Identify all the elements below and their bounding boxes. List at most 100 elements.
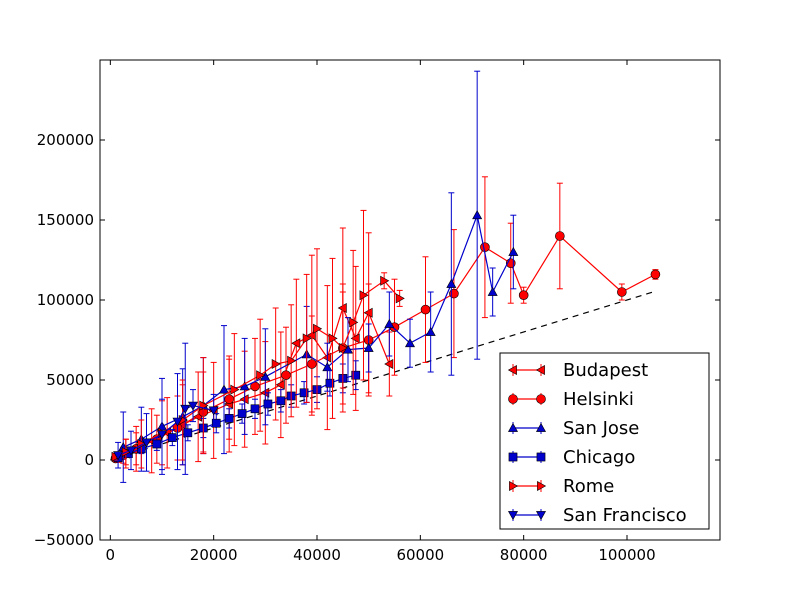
legend-label: San Francisco	[563, 505, 687, 526]
data-point	[172, 417, 183, 427]
data-point	[263, 399, 273, 409]
legend-marker	[536, 394, 546, 404]
data-point	[211, 418, 221, 428]
legend-label: Helsinki	[563, 389, 634, 410]
data-point	[617, 287, 627, 297]
data-point	[287, 355, 297, 366]
data-point	[224, 394, 234, 405]
data-point	[384, 318, 395, 328]
data-point	[307, 359, 317, 369]
data-point	[650, 269, 661, 280]
data-point	[487, 286, 498, 296]
data-point	[208, 406, 219, 416]
legend-label: Budapest	[563, 360, 648, 381]
data-point	[187, 401, 199, 411]
legend-marker	[536, 452, 546, 462]
data-point	[380, 275, 390, 286]
data-point	[359, 290, 369, 301]
x-tick-label: 0	[106, 546, 116, 564]
y-tick-label: 100000	[37, 291, 94, 309]
data-point	[472, 210, 483, 220]
data-point	[218, 384, 230, 394]
data-point	[328, 333, 338, 344]
data-point	[239, 381, 250, 391]
legend-item-helsinki: Helsinki	[508, 389, 634, 410]
data-point	[271, 358, 281, 370]
data-point	[152, 439, 162, 449]
legend-marker	[509, 480, 519, 492]
legend-item-rome: Rome	[509, 476, 614, 497]
data-point	[338, 342, 348, 354]
data-point	[446, 278, 457, 288]
legend-item-chicago: Chicago	[508, 447, 635, 468]
legend-label: Chicago	[563, 447, 635, 468]
x-tick-label: 20000	[190, 546, 238, 564]
data-point	[349, 317, 359, 328]
data-point	[250, 404, 260, 414]
data-point	[291, 338, 301, 349]
data-point	[230, 384, 240, 395]
data-point	[425, 326, 436, 336]
data-point	[350, 333, 360, 344]
x-tick-label: 60000	[396, 546, 444, 564]
legend-marker	[537, 480, 547, 492]
legend-marker	[508, 452, 518, 462]
data-point	[420, 304, 431, 315]
legend-marker	[507, 422, 519, 432]
legend-marker	[507, 364, 517, 376]
legend-item-san-francisco: San Francisco	[507, 505, 687, 526]
y-tick-label: 200000	[37, 131, 94, 149]
series-san-francisco	[113, 342, 219, 475]
legend-marker	[535, 422, 547, 432]
data-point	[384, 358, 394, 370]
data-point	[183, 428, 193, 438]
x-tick-label: 80000	[500, 546, 548, 564]
data-point	[518, 290, 529, 301]
data-point	[224, 414, 234, 423]
axes: 0 20000 40000 60000 80000 100000 −50000 0 50000 1…	[34, 59, 721, 564]
legend: Budapest Helsinki San Jose Chicago Rome San F…	[499, 352, 710, 530]
data-point	[256, 370, 266, 381]
plot-area	[110, 70, 661, 483]
data-point	[125, 446, 137, 456]
legend-box	[499, 352, 710, 530]
data-point	[281, 370, 291, 381]
data-point	[113, 451, 124, 461]
y-tick-label: 50000	[46, 371, 94, 389]
data-point	[156, 430, 168, 440]
legend-marker	[508, 394, 518, 404]
data-point	[299, 388, 309, 398]
data-point	[449, 288, 459, 299]
series-rome	[111, 209, 405, 469]
data-point	[276, 396, 286, 406]
plot-content	[110, 70, 661, 483]
legend-marker	[535, 511, 547, 521]
legend-item-san-jose: San Jose	[507, 418, 639, 439]
data-point	[313, 323, 323, 334]
data-point	[508, 246, 519, 256]
data-point	[480, 242, 490, 252]
legend-label: Rome	[563, 476, 614, 497]
y-tick-label: 150000	[37, 211, 94, 229]
data-point	[275, 379, 285, 390]
y-tick-label: −50000	[34, 531, 94, 549]
legend-marker	[535, 364, 545, 376]
data-point	[141, 438, 152, 448]
legend-label: San Jose	[563, 418, 639, 439]
legend-marker	[507, 511, 519, 521]
data-point	[555, 231, 565, 241]
x-tick-label: 100000	[598, 546, 655, 564]
data-point	[167, 433, 177, 442]
data-point	[302, 333, 312, 344]
x-tick-label: 40000	[293, 546, 341, 564]
data-point	[404, 338, 416, 348]
data-point	[363, 342, 374, 352]
data-point	[351, 370, 361, 380]
data-point	[325, 378, 335, 388]
y-tick-label: 0	[84, 451, 94, 469]
data-point	[237, 409, 247, 418]
legend-item-budapest: Budapest	[507, 360, 648, 381]
data-point	[180, 404, 191, 414]
